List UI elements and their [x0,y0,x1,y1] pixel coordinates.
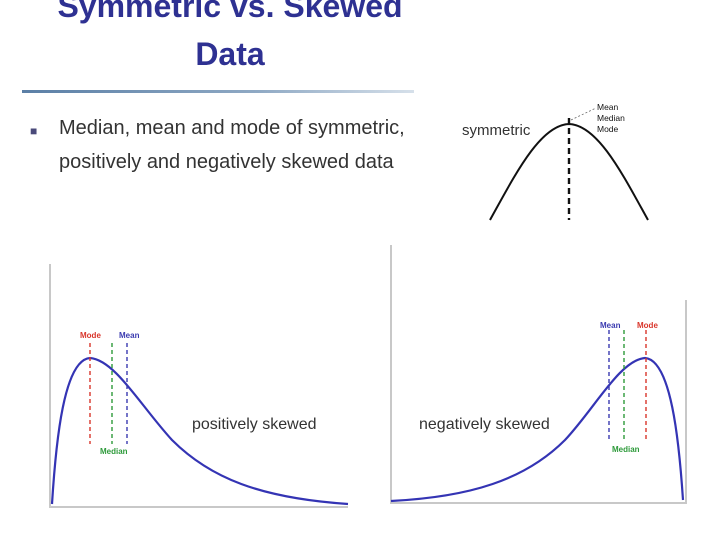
title-underline [22,90,414,93]
positive-skew-diagram: Mode Mean Median [49,264,349,508]
positive-mean-label: Mean [119,331,140,340]
negative-skew-label: negatively skewed [419,416,550,433]
negative-mean-label: Mean [600,321,621,330]
symmetric-label: symmetric [462,122,531,139]
slide-title: Symmetric vs. Skewed Data [57,0,403,72]
negative-skew-curve [390,356,685,503]
positive-skew-label: positively skewed [192,416,317,433]
symmetric-mode-label: Mode [597,124,619,134]
symmetric-diagram: Mean Median Mode [489,102,649,221]
positive-mode-label: Mode [80,331,101,340]
negative-skew-diagram: Mean Mode Median [390,245,687,504]
symmetric-mean-label: Mean [597,102,619,112]
negative-median-label: Median [612,445,640,454]
symmetric-pointer-line [570,107,597,121]
positive-skew-curve [50,356,349,506]
negative-mode-label: Mode [637,321,658,330]
positive-median-label: Median [100,447,128,456]
bullet-text: Median, mean and mode of symmetric, posi… [59,117,405,173]
bullet-square-icon: ■ [30,124,38,138]
symmetric-median-label: Median [597,113,625,123]
